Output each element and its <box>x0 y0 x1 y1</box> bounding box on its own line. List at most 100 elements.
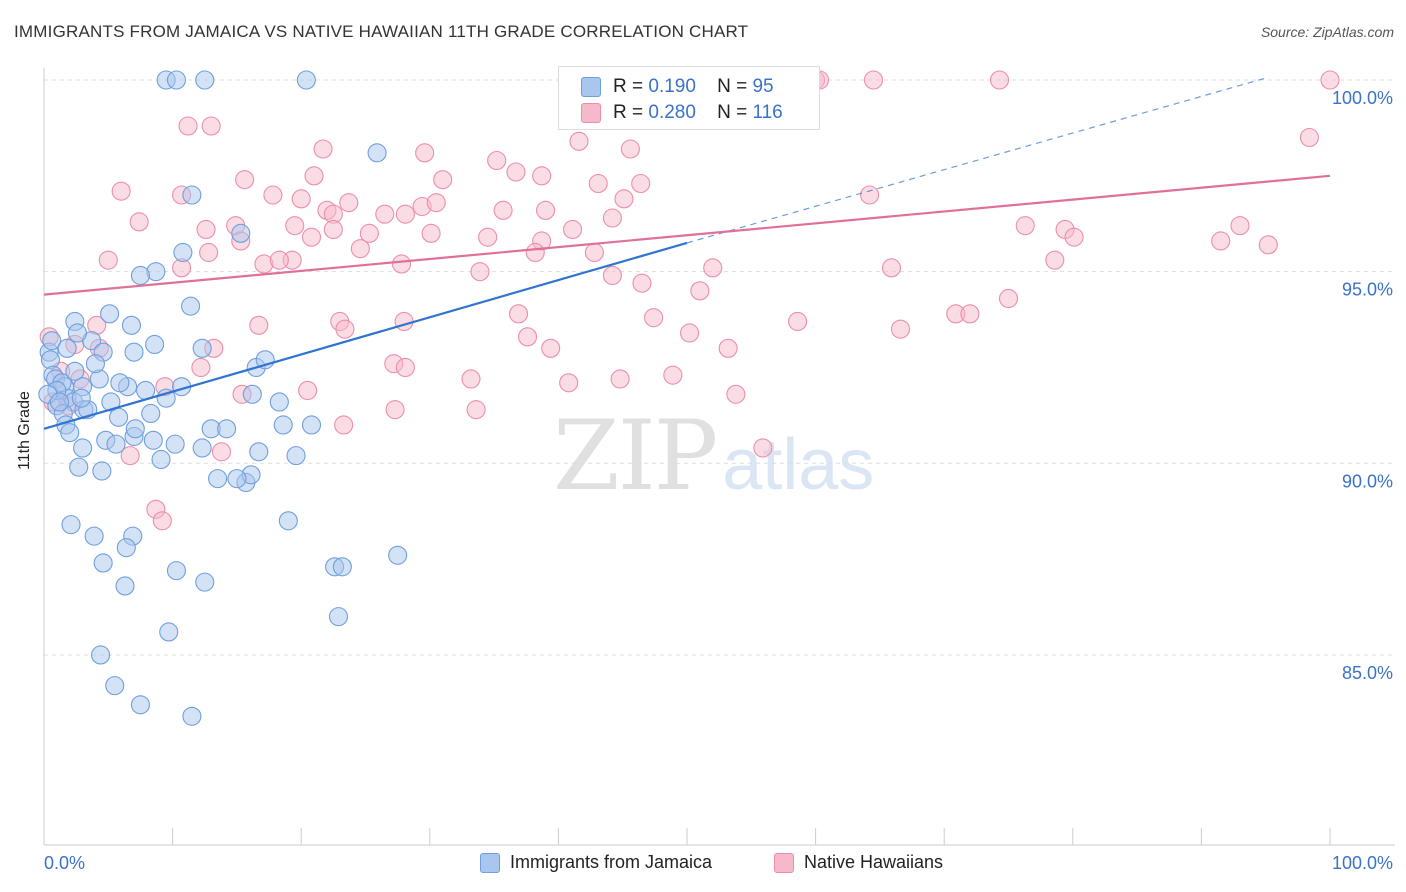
point-hawaiian <box>470 262 490 282</box>
point-hawaiian <box>632 273 652 293</box>
point-hawaiian <box>602 208 622 228</box>
point-hawaiian <box>98 250 118 270</box>
point-hawaiian <box>263 185 283 205</box>
trend-line-hawaiian <box>43 174 1331 296</box>
point-hawaiian <box>863 70 884 90</box>
trend-line-jamaica <box>43 241 688 430</box>
n-label: N = <box>717 102 748 123</box>
point-hawaiian <box>298 380 318 401</box>
r-value-hawaiian: 0.280 <box>648 102 696 123</box>
r-value-jamaica: 0.190 <box>648 76 696 97</box>
point-jamaica <box>192 438 212 458</box>
legend-swatch-blue <box>581 77 601 97</box>
y-tick-label: 85.0% <box>1342 663 1393 683</box>
point-hawaiian <box>559 373 579 393</box>
point-hawaiian <box>569 131 589 151</box>
point-jamaica <box>249 442 269 462</box>
point-hawaiian <box>718 338 738 358</box>
n-label: N = <box>717 76 748 97</box>
source-credit: Source: ZipAtlas.com <box>1260 24 1394 40</box>
point-hawaiian <box>395 204 415 224</box>
y-tick-label: 90.0% <box>1342 471 1393 491</box>
point-hawaiian <box>1015 216 1035 236</box>
point-hawaiian <box>860 185 880 205</box>
legend-label-jamaica: Immigrants from Jamaica <box>510 852 713 872</box>
point-hawaiian <box>998 288 1019 309</box>
n-value-jamaica: 95 <box>752 76 774 97</box>
point-jamaica <box>109 407 129 427</box>
r-label: R = <box>613 76 644 97</box>
point-hawaiian <box>620 139 640 159</box>
point-hawaiian <box>334 415 354 435</box>
legend-item-hawaiian[interactable]: Native Hawaiians <box>774 852 943 873</box>
chart-title: IMMIGRANTS FROM JAMAICA VS NATIVE HAWAII… <box>14 22 749 41</box>
legend-label-hawaiian: Native Hawaiians <box>804 852 944 872</box>
point-hawaiian <box>235 170 255 190</box>
point-hawaiian <box>1299 127 1319 148</box>
point-jamaica <box>85 354 105 374</box>
stats-legend: R = 0.190 N = 95 R = 0.280 N = 116 <box>558 66 820 130</box>
point-hawaiian <box>304 166 324 186</box>
point-hawaiian <box>391 254 412 274</box>
point-jamaica <box>125 419 145 439</box>
point-jamaica <box>60 423 80 443</box>
point-jamaica <box>273 415 293 435</box>
y-tick-label: 95.0% <box>1342 280 1393 300</box>
point-jamaica <box>93 553 113 573</box>
legend-swatch-jamaica <box>480 852 500 873</box>
point-jamaica <box>166 70 187 90</box>
tick-labels: 85.0% 90.0% 95.0% 100.0% 0.0% 100.0% <box>44 88 1393 873</box>
legend-swatch-hawaiian <box>774 852 794 873</box>
point-jamaica <box>242 384 262 404</box>
point-hawaiian <box>466 400 486 420</box>
point-hawaiian <box>663 365 683 385</box>
point-hawaiian <box>703 258 723 278</box>
point-hawaiian <box>433 170 453 190</box>
point-hawaiian <box>1211 231 1231 251</box>
point-hawaiian <box>1230 216 1250 236</box>
point-jamaica <box>49 392 69 412</box>
point-jamaica <box>278 511 298 531</box>
point-hawaiian <box>506 162 526 182</box>
point-hawaiian <box>644 308 664 328</box>
point-hawaiian <box>588 173 608 194</box>
x-tick-label: 100.0% <box>1332 853 1393 873</box>
point-hawaiian <box>881 258 902 278</box>
point-jamaica <box>145 334 165 355</box>
point-jamaica <box>57 338 77 358</box>
point-hawaiian <box>313 139 333 159</box>
point-hawaiian <box>385 400 405 420</box>
point-hawaiian <box>199 242 219 263</box>
point-hawaiian <box>614 189 634 209</box>
point-hawaiian <box>517 327 538 347</box>
point-hawaiian <box>535 200 556 220</box>
point-hawaiian <box>493 200 513 220</box>
point-hawaiian <box>508 304 529 324</box>
stats-legend-row-jamaica: R = 0.190 N = 95 <box>581 74 774 100</box>
point-jamaica <box>388 545 408 565</box>
point-hawaiian <box>394 311 414 332</box>
point-hawaiian <box>178 116 198 136</box>
point-jamaica <box>173 242 193 263</box>
point-hawaiian <box>301 227 322 247</box>
point-jamaica <box>42 331 62 351</box>
point-jamaica <box>296 70 316 90</box>
point-jamaica <box>328 607 349 627</box>
point-hawaiian <box>395 357 415 378</box>
trend-lines <box>43 77 1331 430</box>
y-tick-label: 100.0% <box>1332 88 1393 108</box>
point-hawaiian <box>1320 70 1340 90</box>
point-hawaiian <box>335 319 355 339</box>
y-axis-label: 11th Grade <box>16 391 33 470</box>
stats-legend-row-hawaiian: R = 0.280 N = 116 <box>581 100 783 126</box>
point-jamaica <box>301 415 322 435</box>
point-jamaica <box>208 469 228 489</box>
legend-swatch-pink <box>581 103 601 123</box>
point-hawaiian <box>323 219 343 240</box>
point-jamaica <box>61 515 81 535</box>
point-jamaica <box>227 469 247 489</box>
legend-item-jamaica[interactable]: Immigrants from Jamaica <box>480 852 712 873</box>
point-jamaica <box>367 143 387 163</box>
point-jamaica <box>192 338 212 358</box>
point-hawaiian <box>525 242 545 263</box>
